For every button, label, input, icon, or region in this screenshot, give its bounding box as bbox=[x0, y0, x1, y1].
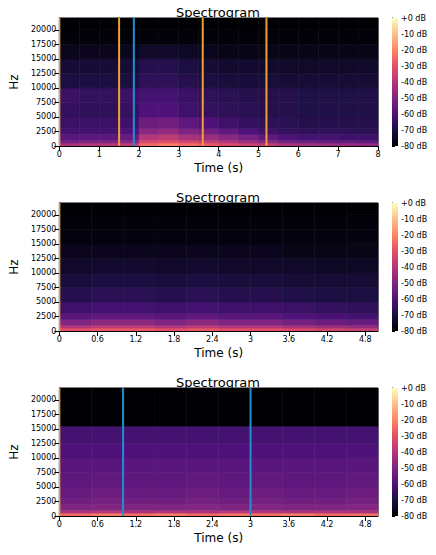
svg-text:17500: 17500 bbox=[31, 410, 56, 419]
svg-text:1: 1 bbox=[97, 150, 102, 159]
svg-text:15000: 15000 bbox=[31, 424, 56, 433]
svg-text:3.6: 3.6 bbox=[282, 335, 295, 344]
svg-text:-30 dB: -30 dB bbox=[401, 62, 427, 71]
svg-text:4: 4 bbox=[216, 150, 221, 159]
svg-text:3.6: 3.6 bbox=[282, 520, 295, 529]
svg-text:3: 3 bbox=[248, 520, 253, 529]
svg-text:-40 dB: -40 dB bbox=[401, 448, 427, 457]
svg-text:-30 dB: -30 dB bbox=[401, 432, 427, 441]
svg-text:0: 0 bbox=[57, 150, 62, 159]
svg-text:-10 dB: -10 dB bbox=[401, 30, 427, 39]
svg-text:-40 dB: -40 dB bbox=[401, 78, 427, 87]
svg-text:0: 0 bbox=[57, 520, 62, 529]
svg-text:+0 dB: +0 dB bbox=[401, 384, 426, 393]
svg-text:2: 2 bbox=[136, 150, 141, 159]
svg-text:2.4: 2.4 bbox=[206, 520, 219, 529]
svg-text:-70 dB: -70 dB bbox=[401, 496, 427, 505]
svg-text:+0 dB: +0 dB bbox=[401, 199, 426, 208]
svg-text:Spectrogram: Spectrogram bbox=[176, 5, 260, 20]
svg-text:-80 dB: -80 dB bbox=[401, 512, 427, 521]
svg-text:17500: 17500 bbox=[31, 225, 56, 234]
svg-text:-60 dB: -60 dB bbox=[401, 295, 427, 304]
svg-text:1.8: 1.8 bbox=[168, 335, 181, 344]
svg-text:10000: 10000 bbox=[31, 453, 56, 462]
svg-text:5: 5 bbox=[256, 150, 261, 159]
svg-text:Hz: Hz bbox=[7, 444, 21, 459]
svg-text:12500: 12500 bbox=[31, 69, 56, 78]
svg-text:-70 dB: -70 dB bbox=[401, 311, 427, 320]
svg-text:2500: 2500 bbox=[36, 497, 56, 506]
svg-text:12500: 12500 bbox=[31, 254, 56, 263]
svg-text:20000: 20000 bbox=[31, 210, 56, 219]
svg-text:Spectrogram: Spectrogram bbox=[176, 375, 260, 390]
svg-text:-60 dB: -60 dB bbox=[401, 480, 427, 489]
svg-text:4.2: 4.2 bbox=[321, 520, 334, 529]
svg-text:0: 0 bbox=[51, 327, 56, 336]
svg-text:-10 dB: -10 dB bbox=[401, 215, 427, 224]
svg-text:10000: 10000 bbox=[31, 268, 56, 277]
svg-text:-10 dB: -10 dB bbox=[401, 400, 427, 409]
svg-text:-30 dB: -30 dB bbox=[401, 247, 427, 256]
svg-text:-50 dB: -50 dB bbox=[401, 279, 427, 288]
svg-text:4.8: 4.8 bbox=[359, 520, 372, 529]
svg-text:Hz: Hz bbox=[7, 74, 21, 89]
svg-text:8: 8 bbox=[375, 150, 380, 159]
svg-text:-50 dB: -50 dB bbox=[401, 464, 427, 473]
svg-text:20000: 20000 bbox=[31, 25, 56, 34]
svg-text:-40 dB: -40 dB bbox=[401, 263, 427, 272]
svg-text:7500: 7500 bbox=[36, 98, 56, 107]
svg-text:6: 6 bbox=[296, 150, 301, 159]
svg-text:0.6: 0.6 bbox=[91, 335, 104, 344]
svg-text:20000: 20000 bbox=[31, 395, 56, 404]
svg-text:0.6: 0.6 bbox=[91, 520, 104, 529]
svg-text:-80 dB: -80 dB bbox=[401, 142, 427, 151]
svg-text:2500: 2500 bbox=[36, 127, 56, 136]
svg-text:-20 dB: -20 dB bbox=[401, 231, 427, 240]
svg-text:10000: 10000 bbox=[31, 83, 56, 92]
svg-text:+0 dB: +0 dB bbox=[401, 14, 426, 23]
svg-text:0: 0 bbox=[57, 335, 62, 344]
svg-text:1.2: 1.2 bbox=[129, 335, 142, 344]
svg-text:Time (s): Time (s) bbox=[193, 346, 243, 360]
svg-text:17500: 17500 bbox=[31, 40, 56, 49]
svg-text:2500: 2500 bbox=[36, 312, 56, 321]
svg-text:Hz: Hz bbox=[7, 259, 21, 274]
svg-text:5000: 5000 bbox=[36, 297, 56, 306]
svg-text:5000: 5000 bbox=[36, 482, 56, 491]
svg-text:-20 dB: -20 dB bbox=[401, 46, 427, 55]
svg-text:-80 dB: -80 dB bbox=[401, 327, 427, 336]
svg-text:3: 3 bbox=[248, 335, 253, 344]
svg-text:-70 dB: -70 dB bbox=[401, 126, 427, 135]
svg-text:7: 7 bbox=[336, 150, 341, 159]
svg-text:15000: 15000 bbox=[31, 54, 56, 63]
svg-text:15000: 15000 bbox=[31, 239, 56, 248]
svg-text:12500: 12500 bbox=[31, 439, 56, 448]
svg-text:1.8: 1.8 bbox=[168, 520, 181, 529]
svg-text:Time (s): Time (s) bbox=[193, 531, 243, 545]
svg-text:0: 0 bbox=[51, 512, 56, 521]
svg-text:1.2: 1.2 bbox=[129, 520, 142, 529]
svg-text:-20 dB: -20 dB bbox=[401, 416, 427, 425]
svg-text:4.8: 4.8 bbox=[359, 335, 372, 344]
svg-text:5000: 5000 bbox=[36, 112, 56, 121]
svg-text:2.4: 2.4 bbox=[206, 335, 219, 344]
svg-text:4.2: 4.2 bbox=[321, 335, 334, 344]
svg-text:Time (s): Time (s) bbox=[193, 161, 243, 175]
svg-text:-50 dB: -50 dB bbox=[401, 94, 427, 103]
svg-text:7500: 7500 bbox=[36, 468, 56, 477]
svg-text:0: 0 bbox=[51, 142, 56, 151]
svg-text:3: 3 bbox=[176, 150, 181, 159]
svg-text:-60 dB: -60 dB bbox=[401, 110, 427, 119]
svg-text:Spectrogram: Spectrogram bbox=[176, 190, 260, 205]
svg-text:7500: 7500 bbox=[36, 283, 56, 292]
